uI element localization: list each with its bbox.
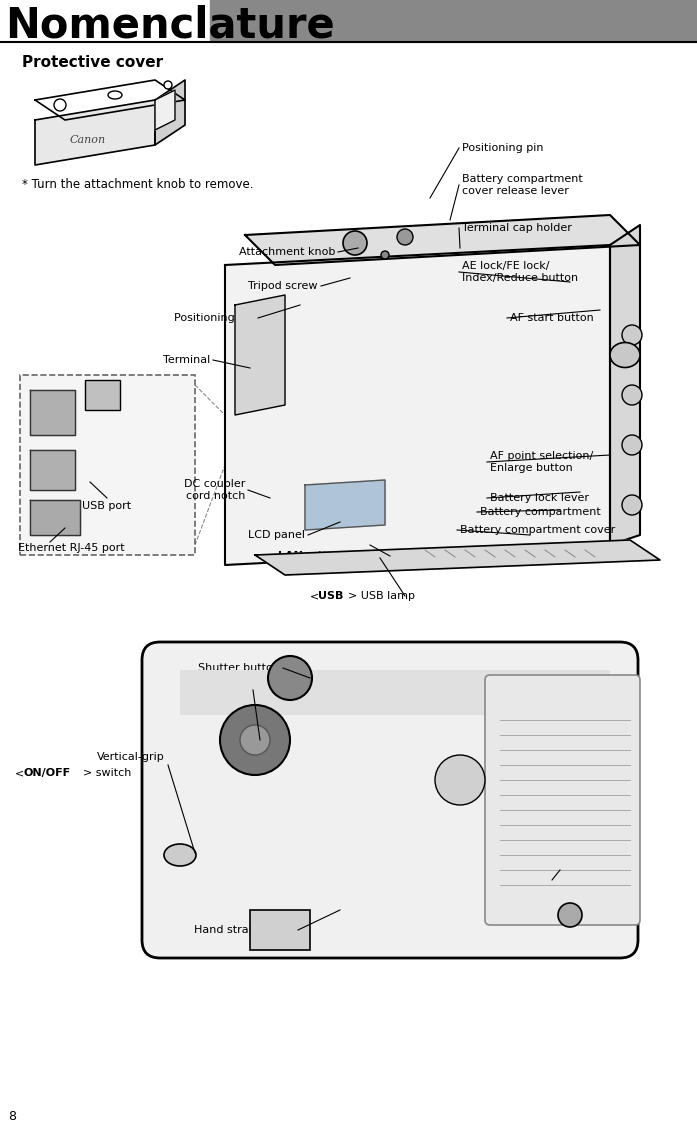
Polygon shape <box>155 90 175 130</box>
Text: Vertical-grip: Vertical-grip <box>98 752 165 762</box>
Text: Attachment knob: Attachment knob <box>238 247 335 257</box>
Text: 8: 8 <box>8 1110 16 1123</box>
Circle shape <box>343 231 367 254</box>
Text: * Turn the attachment knob to remove.: * Turn the attachment knob to remove. <box>22 178 254 191</box>
Polygon shape <box>255 539 660 575</box>
Polygon shape <box>30 500 80 535</box>
Polygon shape <box>235 295 285 415</box>
Text: Battery compartment: Battery compartment <box>480 507 601 517</box>
Text: Main dial: Main dial <box>199 685 250 696</box>
Text: <: < <box>270 551 279 561</box>
Text: ON/OFF: ON/OFF <box>23 768 70 778</box>
Bar <box>180 670 610 715</box>
Text: AF point selection/
Enlarge button: AF point selection/ Enlarge button <box>490 451 593 473</box>
Text: Protective cover: Protective cover <box>22 55 163 70</box>
Circle shape <box>268 656 312 700</box>
Text: Battery compartment cover: Battery compartment cover <box>460 525 615 535</box>
Ellipse shape <box>164 844 196 866</box>
Circle shape <box>54 100 66 111</box>
Text: AF start button: AF start button <box>510 313 594 323</box>
Text: > switch: > switch <box>83 768 131 778</box>
Text: DC coupler
cord notch: DC coupler cord notch <box>183 480 245 501</box>
FancyBboxPatch shape <box>142 642 638 958</box>
Text: Battery lock lever: Battery lock lever <box>490 493 589 503</box>
Text: <: < <box>310 592 319 601</box>
Circle shape <box>622 435 642 455</box>
Text: AE lock/FE lock/
Index/Reduce button: AE lock/FE lock/ Index/Reduce button <box>462 261 578 283</box>
Ellipse shape <box>108 90 122 100</box>
Text: Hand strap mount: Hand strap mount <box>194 925 295 935</box>
Circle shape <box>622 495 642 515</box>
Bar <box>250 910 310 950</box>
Polygon shape <box>35 80 185 120</box>
Polygon shape <box>305 480 385 530</box>
Text: Positioning pin: Positioning pin <box>174 313 255 323</box>
Circle shape <box>435 756 485 805</box>
Bar <box>210 0 697 40</box>
Polygon shape <box>35 100 155 165</box>
Text: Shutter button: Shutter button <box>198 663 280 673</box>
Circle shape <box>220 705 290 775</box>
Polygon shape <box>610 225 640 545</box>
Polygon shape <box>155 80 185 145</box>
Circle shape <box>381 251 389 259</box>
Circle shape <box>622 325 642 345</box>
Text: > USB lamp: > USB lamp <box>348 592 415 601</box>
Circle shape <box>240 725 270 756</box>
Text: Tripod socket: Tripod socket <box>555 875 628 884</box>
Ellipse shape <box>610 343 640 368</box>
Text: Tripod screw: Tripod screw <box>249 280 318 291</box>
Text: <: < <box>15 768 24 778</box>
Bar <box>20 375 195 555</box>
Text: Battery compartment
cover release lever: Battery compartment cover release lever <box>462 174 583 196</box>
Circle shape <box>622 385 642 405</box>
Text: Terminal: Terminal <box>163 355 210 365</box>
Text: Canon: Canon <box>70 135 106 145</box>
Text: USB: USB <box>318 592 344 601</box>
Text: Nomenclature: Nomenclature <box>5 5 335 48</box>
Text: Terminal cap holder: Terminal cap holder <box>462 223 572 233</box>
Polygon shape <box>225 245 610 566</box>
Circle shape <box>558 903 582 927</box>
Bar <box>85 380 120 411</box>
Circle shape <box>164 81 172 89</box>
Circle shape <box>397 228 413 245</box>
Polygon shape <box>30 390 75 435</box>
Text: LAN: LAN <box>278 551 303 561</box>
Polygon shape <box>245 215 640 265</box>
Text: > Network lamp: > Network lamp <box>305 551 396 561</box>
FancyBboxPatch shape <box>485 675 640 925</box>
Polygon shape <box>30 450 75 490</box>
Text: LCD panel: LCD panel <box>248 530 305 539</box>
Text: USB port: USB port <box>82 501 132 511</box>
Text: Ethernet RJ-45 port: Ethernet RJ-45 port <box>18 543 125 553</box>
Text: Positioning pin: Positioning pin <box>462 143 544 153</box>
